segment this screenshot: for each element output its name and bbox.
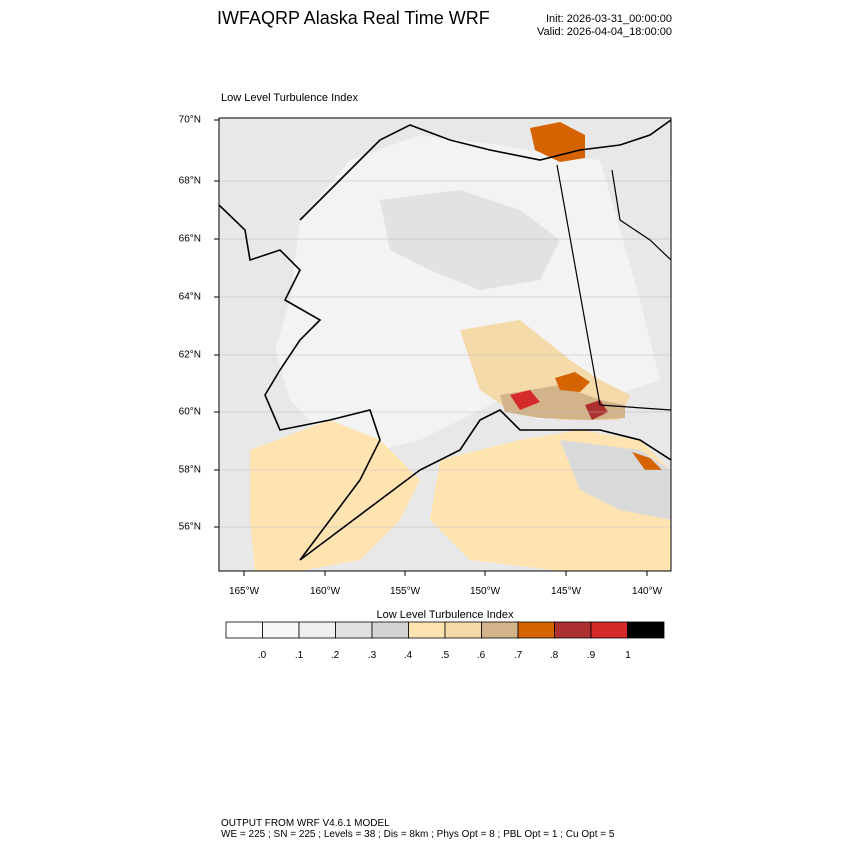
map-panel-title: Low Level Turbulence Index [221,92,358,104]
colorbar-box [590,621,628,639]
colorbar-tick-label: .8 [549,650,559,661]
turb-cell-2 [510,390,540,410]
lat-label: 64°N [178,291,201,303]
init-time: Init: 2026-03-31_00:00:00 [546,13,672,25]
colorbar-box [517,621,555,639]
lon-label: 160°W [309,586,341,597]
lat-label: 56°N [178,521,201,533]
colorbar-box [408,621,446,639]
valid-time: Valid: 2026-04-04_18:00:00 [537,26,672,38]
colorbar-tick-label: .6 [476,650,486,661]
coastline [219,119,671,561]
colorbar-tick-label: .7 [513,650,523,661]
colorbar-tick-label: 1 [625,650,631,661]
lon-label: 165°W [228,586,260,597]
colorbar-box [225,621,263,639]
colorbar-box [554,621,592,639]
run-times: Init: 2026-03-31_00:00:00 Valid: 2026-04… [537,13,672,39]
lat-label: 66°N [178,233,201,245]
colorbar-tick-label: .2 [330,650,340,661]
lat-label: 62°N [178,349,201,361]
map-frame [218,117,672,572]
colorbar-box [627,621,665,639]
lon-label: 140°W [631,586,663,597]
turb-cell-1 [555,372,590,392]
lat-label: 68°N [178,175,201,187]
lat-label: 70°N [178,114,201,126]
colorbar-tick-label: .0 [257,650,267,661]
ocean-turbulence-south [250,420,420,571]
interior-gray-patch [380,190,560,290]
turb-cell-4 [632,452,662,470]
colorbar [225,621,665,639]
lat-label: 60°N [178,406,201,418]
graticule [219,180,671,528]
colorbar-tick-label: .1 [294,650,304,661]
lon-label: 145°W [550,586,582,597]
colorbar-box [444,621,482,639]
colorbar-tick-label: .4 [403,650,413,661]
colorbar-tick-label: .3 [367,650,377,661]
lon-label: 155°W [389,586,421,597]
colorbar-box [481,621,519,639]
colorbar-box [371,621,409,639]
footer-line-2: WE = 225 ; SN = 225 ; Levels = 38 ; Dis … [221,829,615,840]
lon-label: 150°W [469,586,501,597]
lat-label: 58°N [178,464,201,476]
axis-ticks [214,119,648,576]
colorbar-box [298,621,336,639]
colorbar-tick-label: .9 [586,650,596,661]
colorbar-box [335,621,373,639]
main-title: IWFAQRP Alaska Real Time WRF [217,8,490,28]
colorbar-title: Low Level Turbulence Index [376,609,514,621]
footer-line-1: OUTPUT FROM WRF V4.6.1 MODEL [221,818,390,829]
political-boundaries [556,164,671,411]
colorbar-tick-label: .5 [440,650,450,661]
colorbar-box [262,621,300,639]
model-footer: OUTPUT FROM WRF V4.6.1 MODEL WE = 225 ; … [221,818,614,840]
map-field [219,118,671,571]
